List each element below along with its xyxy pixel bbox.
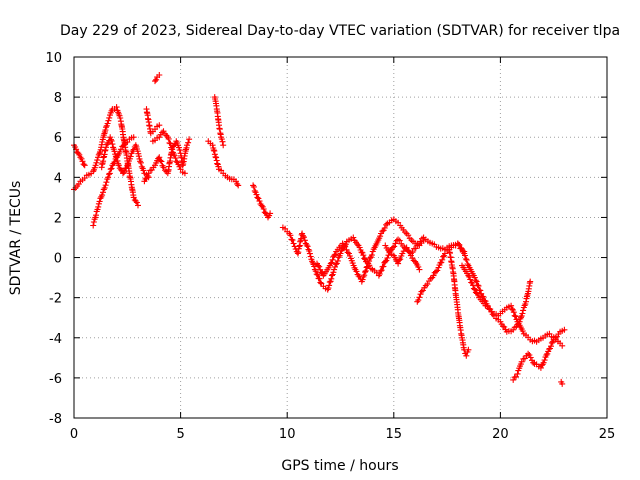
chart-title: Day 229 of 2023, Sidereal Day-to-day VTE… [60, 23, 620, 39]
data-points [71, 72, 568, 387]
scatter-series-15 [414, 240, 534, 335]
scatter-series-5 [141, 136, 193, 185]
x-tick-label: 20 [492, 427, 509, 442]
scatter-series-17 [459, 262, 566, 349]
x-axis-label: GPS time / hours [281, 458, 398, 474]
scatter-series-3 [90, 134, 137, 229]
y-tick-label: 6 [54, 131, 62, 146]
y-axis-label: SDTVAR / TECUs [8, 181, 24, 296]
scatter-series-6 [149, 128, 188, 177]
y-tick-label: 10 [45, 51, 62, 66]
scatter-series-16 [446, 246, 472, 359]
y-tick-label: -8 [49, 412, 62, 427]
scatter-series-18 [510, 326, 568, 383]
x-tick-label: 10 [279, 427, 296, 442]
scatter-series-12 [279, 224, 427, 293]
y-tick-label: -2 [49, 292, 62, 307]
y-tick-label: 4 [54, 171, 62, 186]
scatter-series-9 [205, 138, 242, 189]
y-tick-label: 8 [54, 91, 62, 106]
y-tick-label: -6 [49, 372, 62, 387]
scatter-series-7 [143, 106, 163, 137]
grid-lines [74, 57, 607, 418]
scatter-series-10 [211, 94, 227, 149]
scatter-series-4 [98, 134, 152, 181]
y-tick-label: 0 [54, 252, 62, 267]
scatter-series-8 [152, 72, 163, 85]
scatter-series-19 [558, 378, 566, 387]
x-tick-label: 0 [70, 427, 78, 442]
axis-ticks [73, 56, 608, 419]
y-tick-label: 2 [54, 211, 62, 226]
y-tick-label: -4 [49, 332, 62, 347]
scatter-series-13 [314, 216, 468, 285]
scatter-series-14 [382, 242, 423, 273]
x-tick-label: 5 [176, 427, 184, 442]
x-tick-label: 25 [599, 427, 616, 442]
scatter-series-11 [250, 182, 274, 221]
x-tick-label: 15 [386, 427, 403, 442]
plot-frame [73, 56, 608, 419]
x-tick-labels: 0 5 10 15 20 25 [70, 427, 615, 442]
y-tick-labels: 10 8 6 4 2 0 -2 -4 -6 -8 [45, 51, 62, 427]
